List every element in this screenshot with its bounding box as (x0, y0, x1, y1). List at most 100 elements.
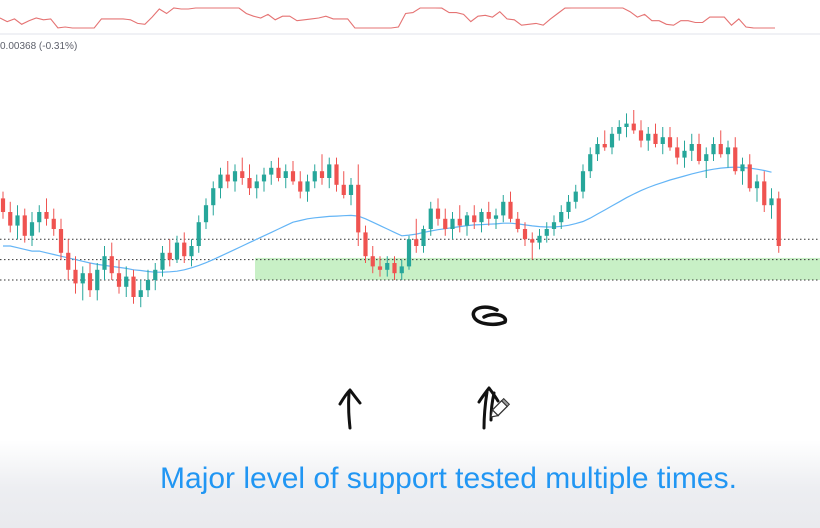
moving-average-layer (3, 166, 772, 273)
candle-body (327, 164, 332, 178)
candle-body (696, 144, 702, 161)
price-change-readout: 0.00368 (-0.31%) (0, 41, 78, 52)
candle-body (472, 215, 477, 223)
candle-body (247, 178, 252, 189)
candle-body (203, 205, 209, 223)
candle (392, 256, 397, 280)
candle (428, 201, 433, 236)
candle-body (145, 280, 151, 291)
candle (573, 184, 578, 209)
candle-body (319, 171, 325, 178)
candle-body (551, 222, 557, 229)
candle (341, 171, 346, 199)
candle-body (131, 276, 136, 297)
candle (675, 137, 680, 165)
candle-body (493, 215, 499, 219)
candle-body (733, 147, 738, 172)
support-zone-layer (255, 257, 820, 280)
candle-body (73, 269, 78, 284)
candle-body (718, 144, 723, 155)
candle-body (624, 123, 629, 127)
oscillator-pane (0, 7, 775, 29)
drawings-layer (338, 305, 511, 430)
candle-body (87, 273, 93, 291)
candle-body (95, 269, 100, 291)
candle (385, 256, 390, 277)
candle (363, 225, 368, 263)
candle-body (501, 201, 506, 216)
candle-body (218, 174, 223, 189)
candle-body (660, 137, 665, 144)
candle-body (704, 154, 709, 161)
pencil-cursor-icon (490, 397, 511, 418)
candle-body (435, 208, 441, 219)
candle-body (276, 167, 281, 178)
candle-body (776, 198, 781, 246)
candle (312, 164, 317, 189)
candle (319, 154, 325, 185)
candle (551, 215, 557, 236)
candle (646, 127, 651, 151)
candle (348, 178, 354, 206)
candle-body (283, 171, 288, 178)
candle (486, 201, 491, 226)
candle-body (414, 239, 419, 246)
candle (95, 263, 100, 301)
caption-band (0, 440, 820, 528)
candle (174, 235, 180, 263)
candle-body (559, 212, 564, 223)
candle (762, 171, 767, 212)
candle (327, 157, 332, 189)
candle (501, 195, 506, 223)
candle (80, 266, 85, 301)
candle (414, 218, 419, 253)
candle-body (370, 256, 375, 267)
candle (421, 225, 426, 253)
candle (595, 137, 600, 161)
candle (247, 164, 252, 195)
candle-body (174, 242, 180, 260)
candle (298, 171, 303, 199)
candle (537, 229, 542, 250)
candle (153, 263, 158, 291)
candle-body (51, 218, 56, 229)
candle (8, 201, 13, 233)
candle-body (653, 133, 658, 144)
moving-average-line (3, 166, 772, 273)
candle-body (348, 184, 354, 195)
candle (435, 198, 441, 226)
candle-body (240, 171, 245, 178)
candle (290, 161, 296, 185)
candle (443, 208, 448, 236)
candle-body (479, 212, 484, 223)
candle (377, 256, 383, 277)
candle-body (588, 154, 593, 172)
candle-body (689, 144, 694, 151)
oscillator-line (0, 7, 775, 29)
candle (254, 174, 259, 199)
candle-body (29, 222, 35, 236)
candle (276, 157, 281, 182)
candle-body (595, 144, 600, 155)
candle-body (457, 218, 462, 226)
candle (638, 120, 644, 148)
candle (334, 157, 339, 192)
candle (29, 212, 35, 246)
candle (718, 130, 723, 158)
candle-body (182, 242, 187, 257)
candle-body (573, 191, 578, 202)
candle-body (638, 130, 644, 141)
candle (740, 157, 745, 185)
candle-body (363, 232, 368, 257)
candle (87, 263, 93, 297)
candle-body (747, 164, 752, 189)
candle (580, 164, 586, 199)
candle-body (580, 171, 586, 192)
candle (356, 164, 361, 246)
candle (283, 164, 288, 189)
candle-body (769, 198, 774, 206)
candle (704, 147, 709, 178)
candle (269, 161, 274, 185)
candle (660, 127, 665, 155)
